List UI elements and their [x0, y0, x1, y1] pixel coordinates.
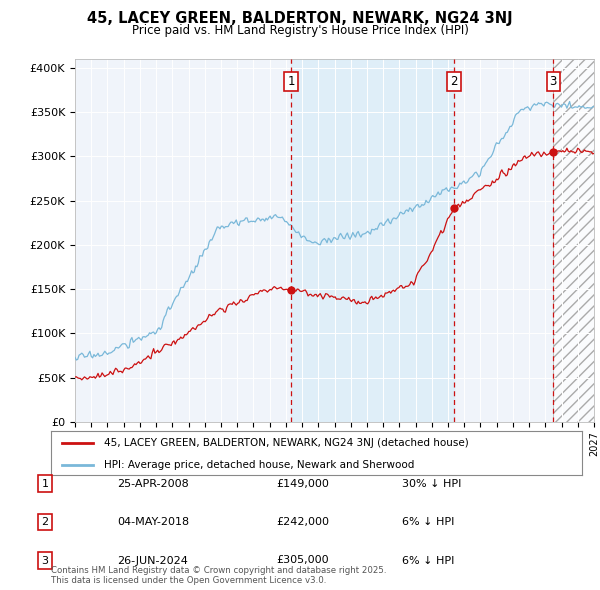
Text: 04-MAY-2018: 04-MAY-2018 [117, 517, 189, 527]
Text: 30% ↓ HPI: 30% ↓ HPI [402, 479, 461, 489]
Bar [553, 59, 594, 422]
Text: Price paid vs. HM Land Registry's House Price Index (HPI): Price paid vs. HM Land Registry's House … [131, 24, 469, 37]
Bar [291, 59, 454, 422]
Text: Contains HM Land Registry data © Crown copyright and database right 2025.
This d: Contains HM Land Registry data © Crown c… [51, 566, 386, 585]
Text: 3: 3 [550, 74, 557, 88]
Text: 25-APR-2008: 25-APR-2008 [117, 479, 189, 489]
Text: 1: 1 [41, 479, 49, 489]
Text: £149,000: £149,000 [276, 479, 329, 489]
Text: 26-JUN-2024: 26-JUN-2024 [117, 556, 188, 565]
Text: 1: 1 [287, 74, 295, 88]
Text: 6% ↓ HPI: 6% ↓ HPI [402, 517, 454, 527]
Text: 45, LACEY GREEN, BALDERTON, NEWARK, NG24 3NJ (detached house): 45, LACEY GREEN, BALDERTON, NEWARK, NG24… [104, 438, 469, 448]
Text: 45, LACEY GREEN, BALDERTON, NEWARK, NG24 3NJ: 45, LACEY GREEN, BALDERTON, NEWARK, NG24… [87, 11, 513, 25]
Bar [553, 59, 594, 422]
Text: HPI: Average price, detached house, Newark and Sherwood: HPI: Average price, detached house, Newa… [104, 460, 415, 470]
Text: 2: 2 [450, 74, 458, 88]
Text: 3: 3 [41, 556, 49, 565]
Text: 2: 2 [41, 517, 49, 527]
Text: £305,000: £305,000 [276, 556, 329, 565]
Text: 6% ↓ HPI: 6% ↓ HPI [402, 556, 454, 565]
Text: £242,000: £242,000 [276, 517, 329, 527]
